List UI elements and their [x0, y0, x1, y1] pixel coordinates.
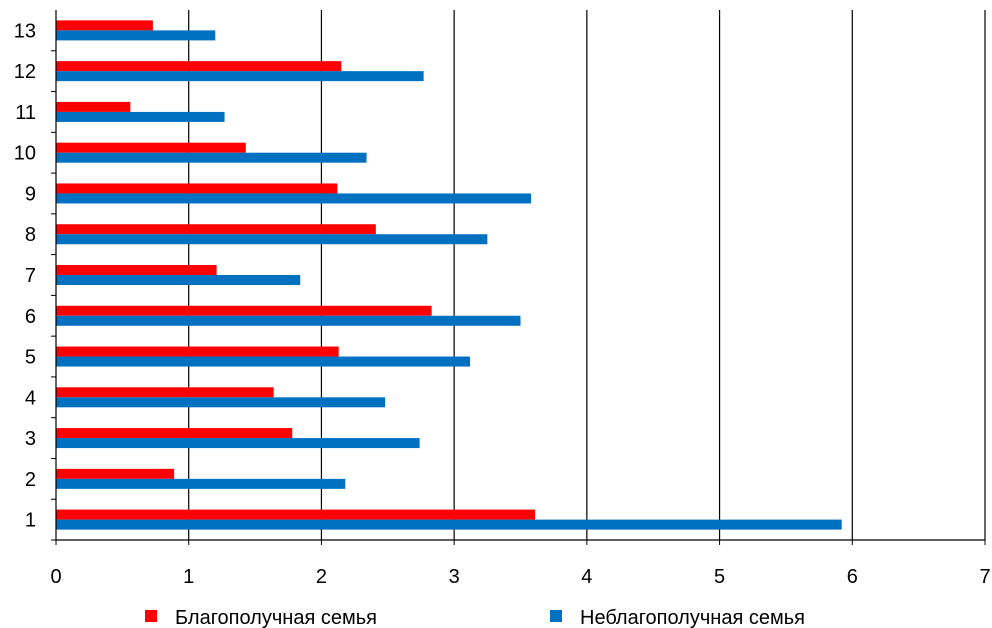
y-tick-label-7: 7	[25, 265, 36, 287]
y-tick-label-2: 2	[25, 469, 36, 491]
bar-series-2-cat-3	[56, 438, 420, 449]
y-tick-label-5: 5	[25, 347, 36, 369]
y-tick-label-13: 13	[14, 20, 36, 42]
bar-series-1-cat-8	[56, 224, 376, 235]
axes	[51, 10, 986, 545]
bar-series-1-cat-1	[56, 509, 536, 520]
bar-series-1-cat-11	[56, 101, 131, 112]
bar-series-2-cat-4	[56, 397, 386, 408]
bar-series-1-cat-5	[56, 346, 339, 357]
bar-series-1-cat-7	[56, 265, 217, 275]
x-tick-label-3: 3	[449, 566, 460, 588]
bar-series-1-cat-4	[56, 387, 274, 398]
legend-swatch-series-1	[145, 610, 157, 622]
bar-series-1-cat-2	[56, 468, 175, 479]
legend-label-series-1: Благополучная семья	[175, 607, 377, 628]
bar-series-1-cat-13	[56, 20, 153, 31]
bar-series-2-cat-10	[56, 152, 367, 163]
y-tick-label-12: 12	[14, 61, 36, 83]
bar-series-2-cat-13	[56, 30, 216, 41]
bar-series-2-cat-8	[56, 234, 488, 245]
x-tick-label-7: 7	[979, 566, 990, 588]
bar-series-2-cat-5	[56, 356, 471, 367]
bar-series-2-cat-11	[56, 111, 225, 122]
x-tick-labels: 0 1 2 3 4 5 6 7	[50, 566, 990, 588]
bars	[56, 20, 842, 530]
bar-series-2-cat-9	[56, 193, 532, 204]
bar-series-1-cat-12	[56, 61, 342, 72]
bar-series-1-cat-3	[56, 428, 293, 439]
bar-series-2-cat-1	[56, 519, 842, 530]
y-tick-label-6: 6	[25, 306, 36, 328]
x-tick-label-6: 6	[847, 566, 858, 588]
x-tick-label-1: 1	[183, 566, 194, 588]
x-tick-label-0: 0	[50, 566, 61, 588]
bar-series-1-cat-9	[56, 183, 338, 194]
bar-series-2-cat-6	[56, 315, 521, 326]
y-tick-label-9: 9	[25, 183, 36, 205]
legend: Благополучная семья Неблагополучная семь…	[145, 607, 805, 628]
y-tick-label-1: 1	[25, 510, 36, 532]
gridlines	[188, 10, 986, 540]
y-tick-label-11: 11	[15, 102, 36, 124]
legend-label-series-2: Неблагополучная семья	[580, 607, 805, 628]
bar-series-1-cat-10	[56, 142, 246, 153]
y-tick-label-4: 4	[25, 387, 36, 409]
x-tick-label-2: 2	[316, 566, 327, 588]
bar-series-2-cat-2	[56, 478, 346, 489]
y-tick-label-10: 10	[14, 143, 36, 165]
bar-series-2-cat-7	[56, 275, 301, 285]
bar-series-2-cat-12	[56, 71, 424, 82]
bar-series-1-cat-6	[56, 305, 432, 316]
y-tick-label-3: 3	[25, 428, 36, 450]
y-tick-label-8: 8	[25, 224, 36, 246]
legend-swatch-series-2	[550, 610, 562, 622]
x-tick-label-4: 4	[581, 566, 592, 588]
x-tick-label-5: 5	[714, 566, 725, 588]
